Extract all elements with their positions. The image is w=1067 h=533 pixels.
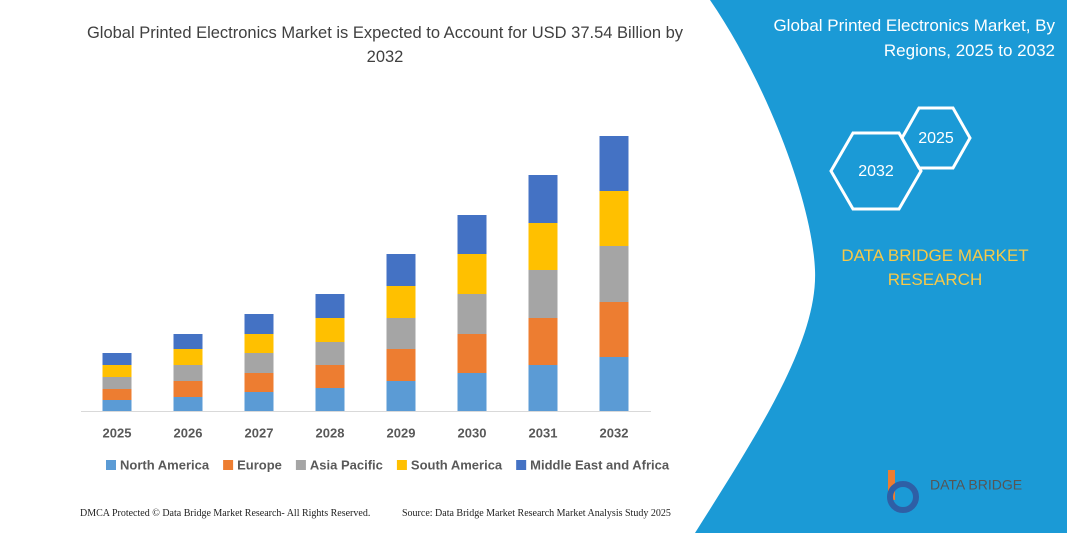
bar-segment bbox=[102, 377, 132, 389]
legend-swatch bbox=[106, 460, 116, 470]
bar-segment bbox=[102, 353, 132, 365]
bar-segment bbox=[173, 365, 203, 381]
bar-segment bbox=[528, 365, 558, 411]
logo-icon bbox=[887, 470, 919, 513]
logo-ring bbox=[887, 481, 919, 513]
x-tick-label: 2026 bbox=[174, 425, 203, 440]
legend-label: Europe bbox=[237, 457, 282, 472]
bar-segment bbox=[102, 400, 132, 411]
x-tick-label: 2029 bbox=[387, 425, 416, 440]
bar-segment bbox=[599, 302, 629, 357]
bar-segment bbox=[173, 334, 203, 349]
bar-segment bbox=[244, 373, 274, 392]
bar-segment bbox=[528, 223, 558, 270]
legend-label: Asia Pacific bbox=[310, 457, 383, 472]
x-tick-label: 2025 bbox=[103, 425, 132, 440]
legend-swatch bbox=[295, 460, 306, 470]
bar-segment bbox=[528, 270, 558, 318]
bar-segment bbox=[173, 381, 203, 397]
legend-swatch bbox=[223, 460, 234, 470]
legend-label: South America bbox=[411, 457, 503, 472]
bar-segment bbox=[244, 314, 274, 334]
bar-segment bbox=[457, 373, 487, 411]
x-tick-label: 2027 bbox=[245, 425, 274, 440]
x-tick-label: 2028 bbox=[316, 425, 345, 440]
bar-segment bbox=[528, 318, 558, 365]
bar-segment bbox=[457, 254, 487, 294]
bar-segment bbox=[386, 254, 416, 286]
bar-segment bbox=[528, 175, 558, 223]
bar-segment bbox=[386, 381, 416, 411]
bar-segment bbox=[386, 318, 416, 349]
bar-segment bbox=[173, 397, 203, 411]
logo-bar bbox=[888, 470, 895, 500]
bar-segment bbox=[599, 191, 629, 246]
bar-segment bbox=[315, 294, 345, 318]
legend-label: Middle East and Africa bbox=[530, 457, 670, 472]
bar-segment bbox=[102, 389, 132, 400]
chart-title: Global Printed Electronics Market is Exp… bbox=[86, 24, 684, 66]
bar-segment bbox=[386, 286, 416, 318]
brand: DATA BRIDGE MARKET RESEARCH bbox=[841, 246, 1029, 289]
bar-segment bbox=[102, 365, 132, 377]
bar-segment bbox=[173, 349, 203, 365]
bar-segment bbox=[315, 318, 345, 342]
bar-segment bbox=[315, 388, 345, 411]
hex-label: 2032 bbox=[858, 163, 894, 180]
bar-segment bbox=[244, 392, 274, 411]
x-tick-label: 2032 bbox=[600, 425, 629, 440]
hex-label: 2025 bbox=[918, 130, 954, 147]
bar-segment bbox=[315, 365, 345, 388]
side-panel bbox=[695, 0, 1067, 533]
bar-segment bbox=[386, 349, 416, 381]
legend-swatch bbox=[516, 460, 527, 470]
bar-segment bbox=[457, 215, 487, 254]
x-tick-label: 2031 bbox=[529, 425, 558, 440]
bar-segment bbox=[244, 353, 274, 373]
hexagon bbox=[900, 106, 972, 170]
legend-label: North America bbox=[120, 457, 210, 472]
bar-segment bbox=[599, 357, 629, 411]
logo-text: DATA BRIDGE bbox=[930, 477, 1022, 493]
bar-segment bbox=[599, 246, 629, 302]
legend-swatch bbox=[396, 460, 407, 470]
bar-segment bbox=[457, 334, 487, 373]
x-tick-label: 2030 bbox=[458, 425, 487, 440]
hexagon bbox=[829, 131, 923, 211]
bar-segment bbox=[457, 294, 487, 334]
footer-left: DMCA Protected © Data Bridge Market Rese… bbox=[80, 508, 371, 519]
bar-segment bbox=[315, 342, 345, 365]
panel-title: Global Printed Electronics Market, By Re… bbox=[773, 16, 1055, 60]
bar-segment bbox=[599, 136, 629, 191]
bar-segment bbox=[244, 334, 274, 353]
footer-right: Source: Data Bridge Market Research Mark… bbox=[402, 508, 671, 519]
